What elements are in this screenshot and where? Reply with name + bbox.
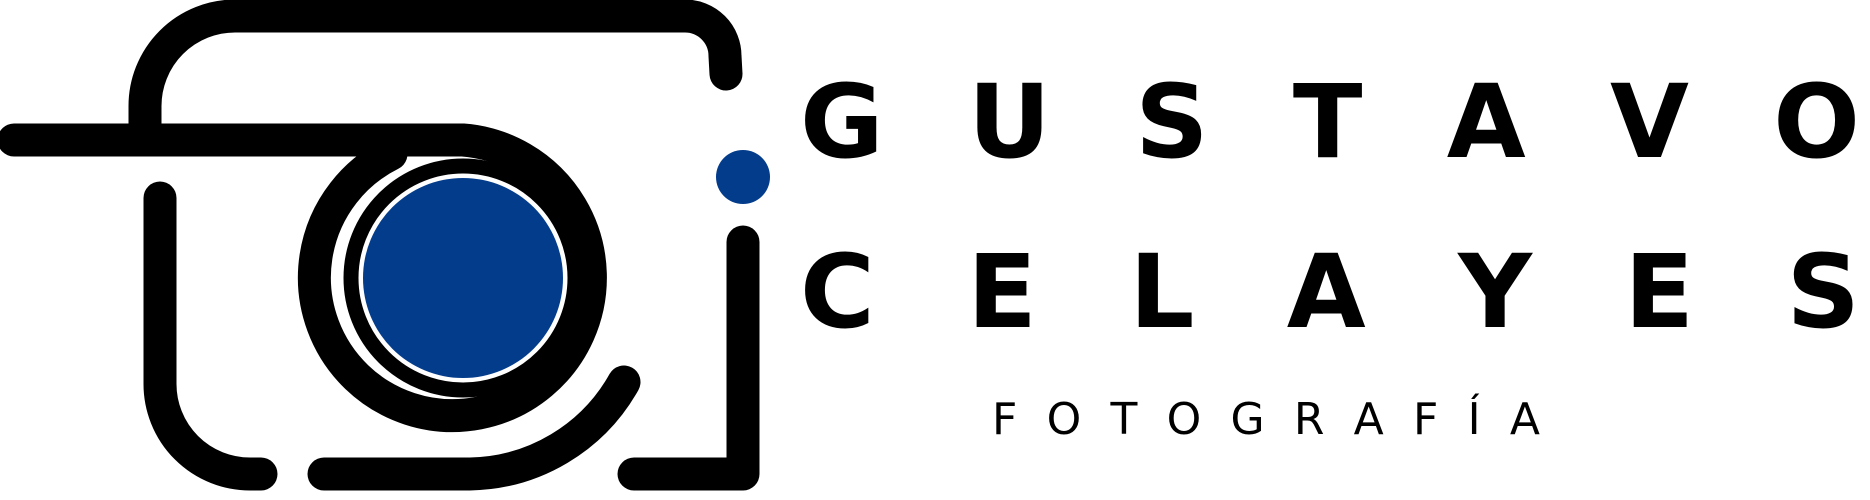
brand-subtitle-letter: F	[992, 394, 1018, 445]
camera-bottom-curve	[307, 365, 641, 491]
brand-subtitle-letter: Í	[1467, 394, 1481, 445]
brand-name-last-letter: S	[1786, 233, 1860, 352]
brand-name-last-letter: Y	[1458, 233, 1532, 352]
brand-name-first-letter: A	[1446, 63, 1526, 182]
brand-name-first-letter: U	[968, 63, 1051, 182]
brand-subtitle-letter: O	[1046, 394, 1082, 445]
camera-left-body	[143, 181, 278, 491]
brand-name-last-letter: C	[800, 233, 875, 352]
brand-name-last-letter: L	[1129, 233, 1195, 352]
camera-flash-dot	[716, 150, 770, 204]
brand-name-first-letter: O	[1773, 63, 1860, 182]
brand-name-last-letter: E	[1624, 233, 1695, 352]
brand-subtitle-letter: O	[1166, 394, 1202, 445]
camera-top-hump	[128, 0, 743, 145]
brand-subtitle-letter: F	[1413, 394, 1439, 445]
brand-name-first-letter: T	[1292, 63, 1363, 182]
brand-subtitle-letter: A	[1353, 394, 1384, 445]
camera-lens-ring	[343, 158, 583, 398]
brand-name-last-letter: A	[1286, 233, 1366, 352]
camera-lens	[363, 178, 563, 378]
camera-right-body	[617, 225, 760, 491]
brand-name-first-letter: G	[800, 63, 884, 182]
camera-top-bar	[0, 123, 607, 433]
camera-icon	[0, 0, 770, 491]
brand-subtitle-letter: T	[1110, 394, 1138, 445]
brand-name-first-letter: S	[1135, 63, 1209, 182]
brand-subtitle-letter: G	[1230, 394, 1265, 445]
brand-subtitle-letter: A	[1509, 394, 1540, 445]
brand-subtitle-letter: R	[1293, 394, 1325, 445]
brand-name-first-letter: V	[1609, 63, 1689, 182]
brand-name-last-letter: E	[967, 233, 1037, 352]
